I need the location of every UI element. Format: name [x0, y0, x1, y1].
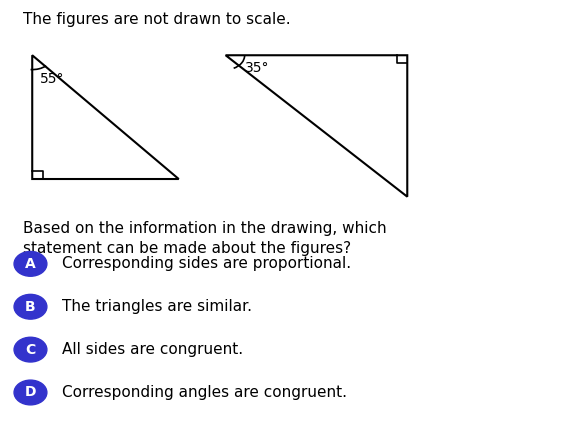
Text: C: C — [25, 343, 36, 357]
Text: Based on the information in the drawing, which
statement can be made about the f: Based on the information in the drawing,… — [23, 221, 387, 256]
Circle shape — [14, 380, 47, 405]
Circle shape — [14, 294, 47, 319]
Text: The figures are not drawn to scale.: The figures are not drawn to scale. — [23, 12, 291, 27]
Text: All sides are congruent.: All sides are congruent. — [62, 342, 243, 357]
Text: 55°: 55° — [40, 72, 64, 86]
Circle shape — [14, 337, 47, 362]
Circle shape — [14, 251, 47, 276]
Text: 35°: 35° — [245, 61, 270, 75]
Text: A: A — [25, 257, 36, 271]
Text: The triangles are similar.: The triangles are similar. — [62, 299, 251, 314]
Text: Corresponding angles are congruent.: Corresponding angles are congruent. — [62, 385, 346, 400]
Text: B: B — [25, 300, 36, 314]
Text: Corresponding sides are proportional.: Corresponding sides are proportional. — [62, 256, 350, 271]
Text: D: D — [25, 385, 36, 400]
